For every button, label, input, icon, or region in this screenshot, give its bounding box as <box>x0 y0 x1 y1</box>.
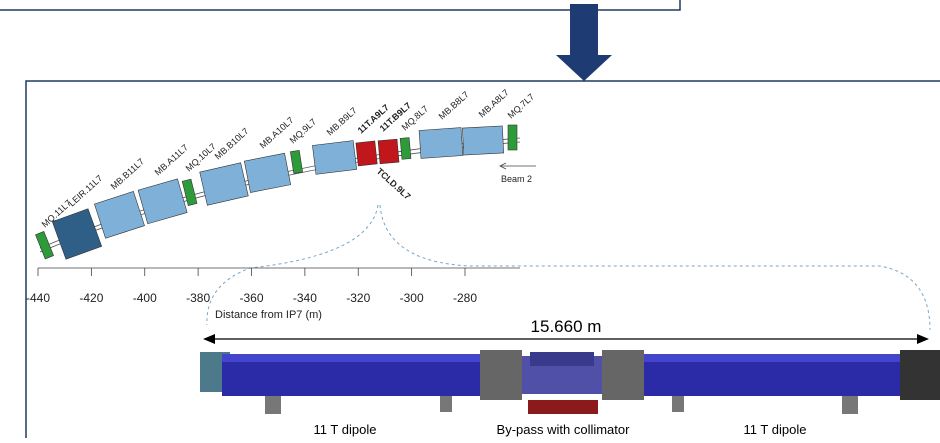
quadrupole <box>508 125 517 150</box>
dipole <box>312 141 356 175</box>
dipole <box>138 179 187 224</box>
dipole-11t <box>378 139 399 164</box>
axis-tick-label: -380 <box>186 291 210 305</box>
axis-tick-label: -340 <box>293 291 317 305</box>
support <box>440 396 452 412</box>
distance-axis: -440 -420 -400 -380 -360 -340 -320 -300 -280 <box>26 268 520 305</box>
magnet-label: MB.B8L7 <box>437 89 471 121</box>
section-label: By-pass with collimator <box>497 422 631 437</box>
axis-tick-label: -300 <box>400 291 424 305</box>
dipole <box>462 126 503 155</box>
magnet-label: MB.A11L7 <box>153 142 190 177</box>
axis-tick-label: -280 <box>453 291 477 305</box>
support <box>528 400 598 414</box>
collimator <box>530 352 594 366</box>
axis-label: Distance from IP7 (m) <box>215 309 322 321</box>
section-label: 11 T dipole <box>314 422 377 437</box>
tcld-label: TCLD.9L7 <box>375 166 413 202</box>
flange <box>602 350 644 400</box>
dipole <box>244 153 290 192</box>
assembly <box>200 350 940 414</box>
axis-tick-label: -360 <box>239 291 263 305</box>
dipole-11t <box>356 141 377 166</box>
dimension-arrow <box>917 334 929 344</box>
magnet-label: MQ.10L7 <box>184 141 218 173</box>
arrow-shaft <box>570 4 598 56</box>
axis-tick-label: -320 <box>346 291 370 305</box>
support <box>672 396 684 412</box>
arrow-head <box>556 55 612 81</box>
magnet-label: MB.B9L7 <box>325 105 359 137</box>
dipole <box>419 128 463 159</box>
axis-tick-label: -440 <box>26 291 50 305</box>
magnet-label: MB.A8L7 <box>477 87 511 119</box>
dimension-arrow <box>203 334 215 344</box>
section-label: 11 T dipole <box>744 422 807 437</box>
axis-tick-label: -420 <box>79 291 103 305</box>
dipole <box>200 163 249 206</box>
beam-label: Beam 2 <box>501 174 532 184</box>
zoom-line <box>380 205 930 330</box>
support <box>842 396 858 414</box>
quadrupole <box>35 231 53 258</box>
cryostat-highlight <box>222 354 487 362</box>
zoom-line <box>207 205 378 325</box>
quadrupole <box>290 150 302 173</box>
magnet-label: MB.B11L7 <box>109 156 146 191</box>
flange <box>480 350 522 400</box>
cryostat-highlight <box>644 354 906 362</box>
quadrupole <box>400 138 411 160</box>
flange <box>900 350 940 400</box>
figure: MQ.11L7 LEIR.11L7 MB.B11L7 MB.A11L7 MQ.1… <box>0 0 940 438</box>
magnet-label: MB.A10L7 <box>258 115 296 151</box>
magnet-label: MB.B10L7 <box>213 126 251 162</box>
magnet-label: MQ.7L7 <box>506 92 536 121</box>
axis-tick-label: -400 <box>133 291 157 305</box>
dipole <box>94 191 144 238</box>
support <box>265 396 281 414</box>
magnet-string <box>35 125 517 259</box>
dimension-label: 15.660 m <box>531 317 602 336</box>
